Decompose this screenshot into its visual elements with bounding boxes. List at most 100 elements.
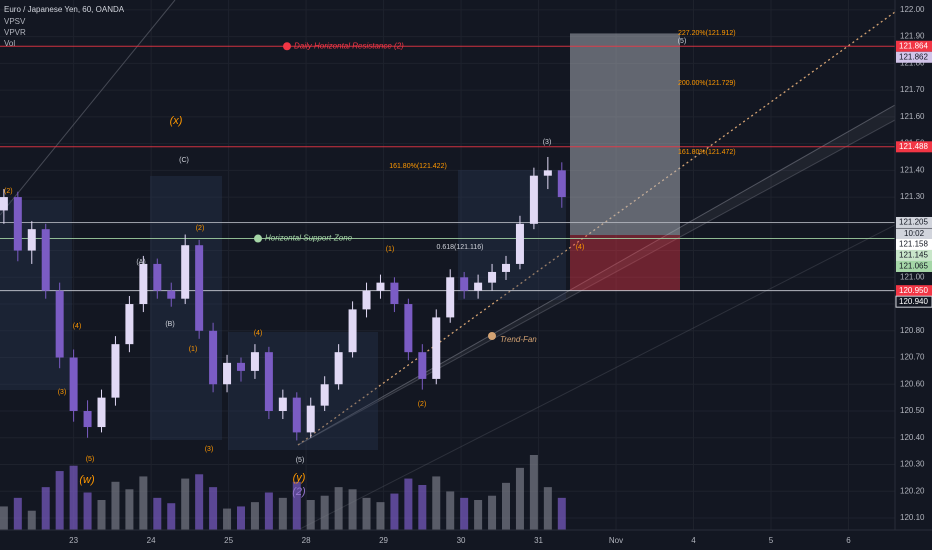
x-tick-label: 28	[302, 536, 311, 545]
volume-bar	[13, 497, 22, 530]
price-label-box	[896, 141, 932, 153]
fan-line	[297, 119, 896, 446]
annotation: (5)	[296, 457, 305, 464]
volume-bar	[432, 476, 441, 530]
candle-body	[418, 352, 427, 379]
price-label: 121.488	[899, 142, 928, 151]
price-label-box	[896, 285, 932, 297]
volume-bar	[474, 500, 483, 530]
candle-body	[250, 352, 259, 371]
candle-body	[404, 304, 413, 353]
y-tick-label: 121.80	[900, 58, 925, 67]
indicator-label: VPSV	[4, 17, 26, 26]
volume-bar	[55, 471, 64, 530]
volume-bar	[543, 487, 552, 530]
candle-body	[278, 397, 287, 412]
level-name: Daily Horizontal Resistance (2)	[294, 41, 404, 50]
annotation: (4)	[254, 330, 263, 337]
x-tick-label: 5	[769, 536, 774, 545]
volume-bar	[292, 481, 301, 530]
volume-bar	[83, 492, 92, 530]
volume-bar	[278, 497, 287, 530]
candle-body	[292, 397, 301, 433]
price-axis	[895, 0, 932, 550]
level-name: Horizontal Support-Zone	[265, 234, 353, 243]
volume-bar	[515, 467, 524, 530]
volume-bar	[250, 502, 259, 530]
candle-body	[306, 405, 315, 433]
price-label-box	[896, 249, 932, 261]
y-tick-label: 121.30	[900, 192, 925, 201]
volume-bar	[223, 508, 232, 530]
annotation: (A)	[136, 259, 145, 266]
volume-bar	[362, 497, 371, 530]
annotation: (C)	[179, 157, 189, 164]
y-tick-label: 121.00	[900, 272, 925, 281]
volume-bar	[404, 478, 413, 530]
price-label: 121.862	[899, 52, 928, 61]
candle-body	[55, 290, 64, 358]
price-label: 121.065	[899, 262, 928, 271]
candle-body	[529, 175, 538, 224]
price-label: 121.864	[899, 41, 928, 50]
candle-body	[446, 277, 455, 318]
price-label-box	[896, 216, 932, 228]
annotation: 161.80%(121.472)	[678, 149, 736, 156]
candle-body	[41, 229, 50, 291]
volume-bar	[488, 495, 497, 530]
volume-bar	[27, 510, 36, 530]
candle-body	[69, 357, 78, 412]
volume-bar	[111, 481, 120, 530]
candle-body	[13, 197, 22, 251]
price-label-box	[896, 238, 932, 250]
candle-body	[460, 277, 469, 291]
candle-body	[139, 263, 148, 305]
volume-bar	[41, 487, 50, 530]
price-label: 121.158	[899, 240, 928, 249]
candle-body	[557, 170, 566, 198]
fan-area	[298, 105, 895, 445]
volume-bar	[460, 497, 469, 530]
price-label-box	[896, 260, 932, 272]
x-tick-label: 29	[379, 536, 388, 545]
candle-body	[223, 362, 232, 385]
volume-bar	[139, 476, 148, 530]
y-tick-label: 120.60	[900, 379, 925, 388]
level-anchor	[254, 234, 262, 243]
y-tick-label: 120.20	[900, 486, 925, 495]
annotation: 161.80%(121.422)	[389, 163, 447, 170]
annotation: (1)	[189, 346, 198, 353]
volume-bar	[0, 506, 8, 530]
candle-body	[153, 263, 162, 291]
volume-bar	[502, 482, 511, 530]
y-tick-label: 121.70	[900, 85, 925, 94]
chart-title: Euro / Japanese Yen, 60, OANDA	[4, 5, 125, 14]
y-tick-label: 120.50	[900, 406, 925, 415]
annotation: 227.20%(121.912)	[678, 30, 736, 37]
y-tick-label: 121.60	[900, 112, 925, 121]
volume-bar	[334, 487, 343, 530]
x-tick-label: 25	[224, 536, 233, 545]
volume-bar	[209, 487, 218, 530]
candle-body	[348, 309, 357, 353]
price-label: 121.145	[899, 251, 928, 260]
annotation: (5)	[86, 456, 95, 463]
x-tick-label: 30	[457, 536, 466, 545]
fan-line	[297, 224, 896, 531]
annotation: (x)	[170, 115, 183, 127]
annotation: (4)	[576, 244, 585, 251]
annotation: (3)	[58, 389, 67, 396]
y-tick-label: 120.70	[900, 353, 925, 362]
candle-body	[167, 290, 176, 299]
candle-body	[111, 344, 120, 398]
candle-body	[488, 271, 497, 283]
annotation: (4)	[73, 323, 82, 330]
y-tick-label: 120.40	[900, 433, 925, 442]
annotation: (w)	[79, 474, 95, 486]
x-tick-label: 23	[69, 536, 78, 545]
x-tick-label: Nov	[609, 536, 623, 545]
price-label-box	[896, 40, 932, 52]
candle-body	[362, 290, 371, 310]
